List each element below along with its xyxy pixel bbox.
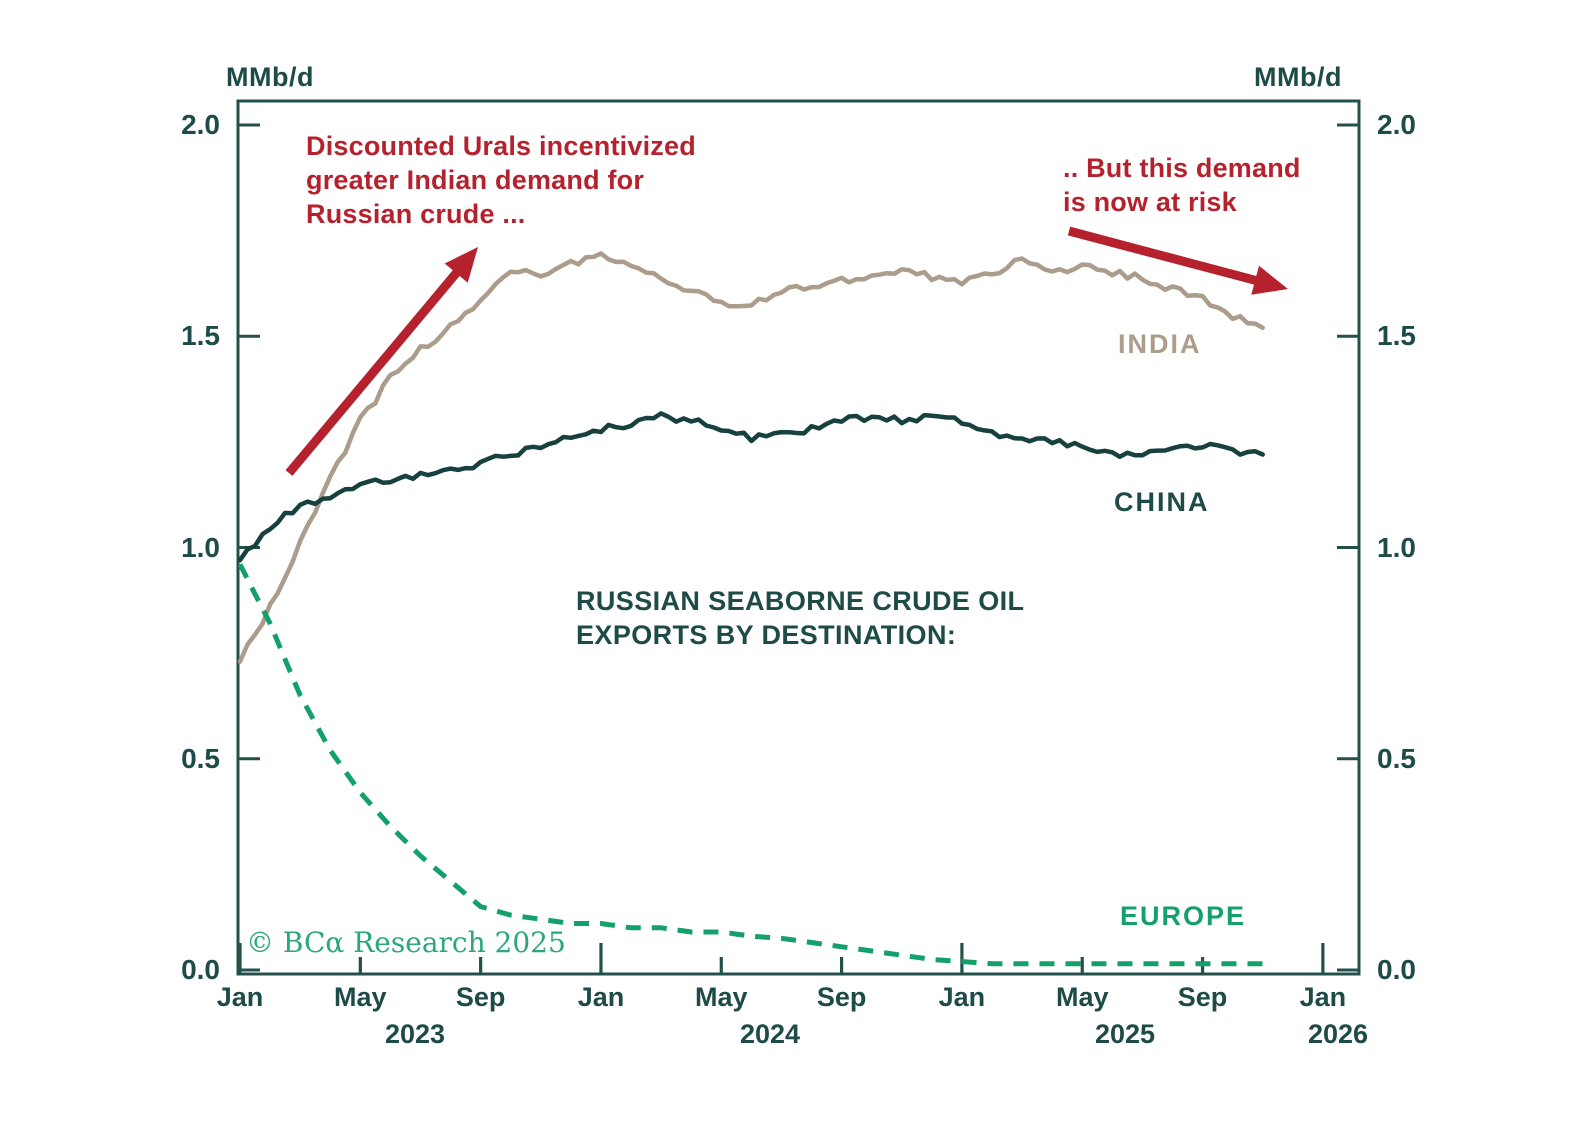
line-india [237,251,1265,664]
series-label-india: INDIA [1118,329,1202,359]
y-tick-label-right: 1.0 [1377,531,1416,563]
x-tick-label-month: May [695,982,748,1012]
arrow-up-india-demand-shaft [285,265,464,476]
series-label-europe: EUROPE [1120,901,1247,931]
x-tick-label-year: 2023 [384,1019,446,1049]
x-tick-label-year: 2026 [1307,1019,1369,1049]
x-tick-label-month: Jan [577,982,625,1012]
annotation-demand-at-risk: .. But this demand is now at risk [1063,153,1301,217]
arrow-up-india-demand-head [444,247,478,283]
x-tick-label-month: May [334,982,387,1012]
x-tick-label-month: May [1055,982,1109,1012]
x-tick-label-month: Jan [938,982,986,1012]
y-tick-label-left: 0.0 [181,954,220,985]
x-tick-label-month: Sep [455,982,506,1012]
plot-frame [236,99,1361,976]
series-label-china: CHINA [1114,487,1210,517]
y-axis-unit-right: MMb/d [1254,62,1342,92]
x-tick-label-month: Sep [1177,982,1228,1012]
y-tick-label-right: 0.5 [1377,742,1416,774]
x-tick-label-month: Sep [816,982,867,1012]
y-tick-label-left: 2.0 [181,109,220,140]
y-tick-label-left: 0.5 [181,742,220,774]
x-tick-label-month: Jan [1299,982,1347,1012]
y-tick-label-right: 0.0 [1377,954,1416,985]
line-europe [237,563,1263,967]
x-tick-label-year: 2025 [1094,1019,1156,1049]
arrow-down-demand-risk-shaft [1067,226,1263,287]
y-tick-label-right: 2.0 [1377,109,1416,140]
line-china [237,411,1265,563]
arrow-down-demand-risk-head [1251,265,1288,295]
x-tick-label-month: Jan [216,982,264,1012]
y-tick-label-left: 1.0 [181,531,220,563]
x-tick-label-year: 2024 [739,1019,801,1049]
y-tick-label-right: 1.5 [1377,320,1416,352]
chart-title: RUSSIAN SEABORNE CRUDE OIL EXPORTS BY DE… [576,586,1025,650]
copyright-bca-research: © BCα Research 2025 [246,926,566,959]
y-axis-unit-left: MMb/d [226,62,314,92]
y-tick-label-left: 1.5 [181,320,220,352]
annotation-discounted-urals: Discounted Urals incentivized greater In… [306,131,696,229]
